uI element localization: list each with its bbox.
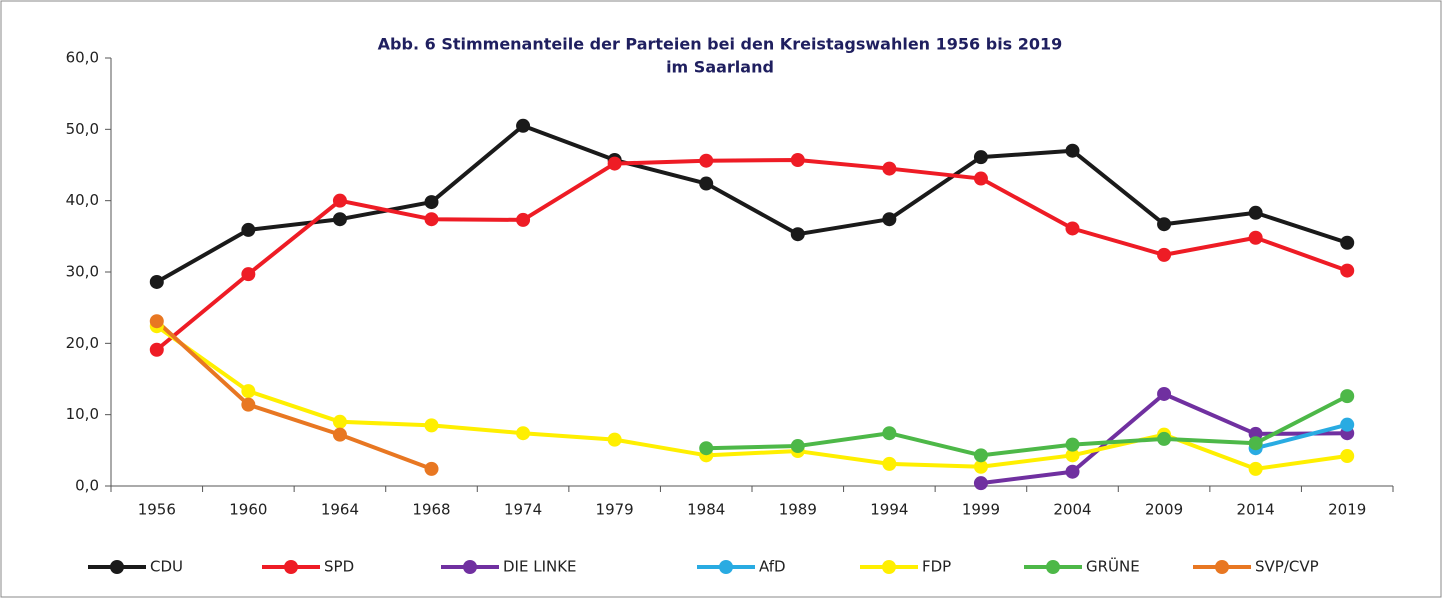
x-tick-label: 1956 [138, 501, 176, 519]
legend-marker [1046, 560, 1060, 574]
series-line [155, 158, 1348, 352]
data-point [607, 156, 622, 171]
data-point [1340, 263, 1355, 278]
data-point [790, 227, 805, 242]
x-tick-label: 1974 [504, 501, 542, 519]
legend-label: FDP [922, 558, 951, 576]
y-tick-label: 50,0 [66, 120, 99, 138]
data-point [790, 439, 805, 454]
data-point [1157, 247, 1172, 262]
data-point [149, 314, 164, 329]
x-tick-label: 1984 [687, 501, 725, 519]
chart-subtitle: im Saarland [666, 58, 774, 77]
legend-marker [882, 560, 896, 574]
data-point [1157, 431, 1172, 446]
data-point [973, 448, 988, 463]
data-point [790, 153, 805, 168]
data-point [1340, 449, 1355, 464]
legend-marker [463, 560, 477, 574]
legend-marker [719, 560, 733, 574]
data-point [424, 418, 439, 433]
x-tick-label: 1960 [229, 501, 267, 519]
data-point [241, 397, 256, 412]
data-point [1248, 461, 1263, 476]
x-tick-label: 1968 [412, 501, 450, 519]
x-tick-label: 1964 [321, 501, 359, 519]
data-point [332, 414, 347, 429]
data-point [1065, 464, 1080, 479]
data-point [882, 161, 897, 176]
series-line [1255, 422, 1348, 451]
legend-marker [110, 560, 124, 574]
x-tick-label: 2019 [1328, 501, 1366, 519]
legend-label: SVP/CVP [1255, 558, 1319, 576]
data-point [241, 267, 256, 282]
data-point [241, 384, 256, 399]
data-point [149, 274, 164, 289]
data-point [882, 212, 897, 227]
data-point [882, 456, 897, 471]
data-point [699, 153, 714, 168]
x-tick-label: 1994 [870, 501, 908, 519]
data-point [1157, 217, 1172, 232]
data-point [607, 432, 622, 447]
legend-label: DIE LINKE [503, 558, 577, 576]
data-point [1065, 448, 1080, 463]
data-point [332, 427, 347, 442]
data-point [149, 342, 164, 357]
data-point [516, 118, 531, 133]
x-tick-label: 1989 [779, 501, 817, 519]
legend-marker [284, 560, 298, 574]
data-point [1248, 205, 1263, 220]
data-point [241, 222, 256, 237]
data-point [332, 212, 347, 227]
y-tick-label: 0,0 [75, 477, 99, 495]
data-point [699, 176, 714, 191]
data-point [424, 461, 439, 476]
y-tick-label: 40,0 [66, 191, 99, 209]
x-tick-label: 2014 [1237, 501, 1275, 519]
y-tick-label: 60,0 [66, 49, 99, 67]
data-point [1340, 417, 1355, 432]
y-tick-label: 10,0 [66, 405, 99, 423]
series-line [155, 123, 1348, 284]
chart-title: Abb. 6 Stimmenanteile der Parteien bei d… [378, 35, 1063, 54]
data-point [1157, 386, 1172, 401]
data-point [973, 476, 988, 491]
data-point [424, 212, 439, 227]
legend-label: AfD [759, 558, 786, 576]
data-point [1065, 437, 1080, 452]
series-line [706, 394, 1349, 458]
data-point [973, 459, 988, 474]
data-point [1065, 221, 1080, 236]
series-line [155, 319, 433, 471]
x-tick-label: 1979 [596, 501, 634, 519]
legend-marker [1215, 560, 1229, 574]
data-point [332, 193, 347, 208]
data-point [516, 212, 531, 227]
data-point [1248, 230, 1263, 245]
x-tick-label: 2009 [1145, 501, 1183, 519]
data-point [1248, 436, 1263, 451]
data-point [699, 441, 714, 456]
y-tick-label: 20,0 [66, 334, 99, 352]
data-point [1340, 235, 1355, 250]
data-point [1065, 143, 1080, 158]
data-point [516, 426, 531, 441]
legend-label: SPD [324, 558, 354, 576]
data-point [973, 171, 988, 186]
x-tick-label: 2004 [1053, 501, 1091, 519]
y-tick-label: 30,0 [66, 263, 99, 281]
data-point [973, 150, 988, 165]
x-tick-label: 1999 [962, 501, 1000, 519]
legend-label: CDU [150, 558, 183, 576]
data-point [424, 195, 439, 210]
data-point [1340, 389, 1355, 404]
legend-label: GRÜNE [1086, 557, 1140, 576]
data-point [882, 426, 897, 441]
